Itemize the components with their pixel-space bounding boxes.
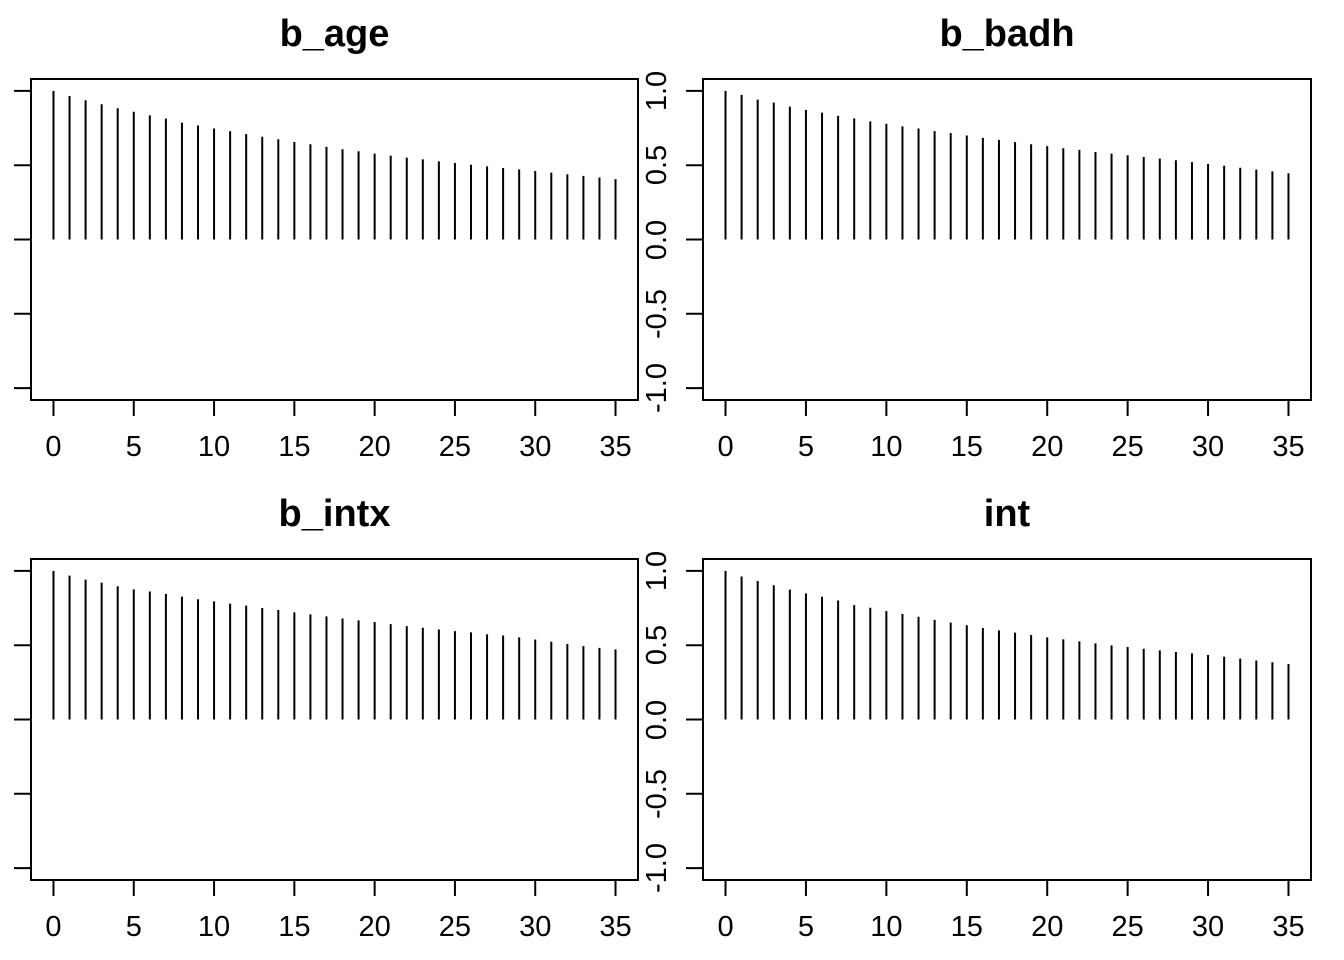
x-tick-label: 10 — [197, 431, 231, 463]
x-tick-label: 25 — [1111, 911, 1144, 943]
x-tick-label: 0 — [717, 431, 734, 463]
y-tick-label: -1.0 — [641, 363, 673, 414]
panel-title-b-intx: b_intx — [278, 493, 391, 535]
x-tick-label: 35 — [1272, 911, 1305, 943]
x-tick-label: 30 — [519, 431, 552, 463]
x-tick-label: 35 — [599, 911, 632, 943]
x-tick-label: 25 — [438, 911, 472, 943]
panel-title-b-age: b_age — [279, 13, 390, 55]
x-tick-label: 15 — [950, 431, 983, 463]
x-tick-label: 5 — [125, 911, 142, 943]
x-tick-label: 30 — [519, 911, 552, 943]
plot-border — [702, 558, 1312, 881]
y-tick-label: -1.0 — [641, 843, 673, 894]
x-tick-label: 5 — [125, 431, 142, 463]
x-tick-label: 10 — [197, 911, 231, 943]
x-tick-label: 25 — [1111, 431, 1144, 463]
panel-title-int: int — [983, 493, 1031, 535]
x-tick-label: 5 — [797, 431, 814, 463]
x-tick-label: 20 — [1031, 431, 1064, 463]
x-tick-label: 5 — [797, 911, 814, 943]
x-tick-label: 20 — [1031, 911, 1064, 943]
x-tick-label: 10 — [870, 911, 903, 943]
x-tick-label: 0 — [45, 911, 62, 943]
x-tick-label: 0 — [45, 431, 62, 463]
x-tick-label: 35 — [599, 431, 632, 463]
panel-title-b-badh: b_badh — [939, 13, 1075, 55]
x-tick-label: 20 — [358, 911, 391, 943]
x-tick-label: 35 — [1272, 431, 1305, 463]
x-tick-label: 15 — [278, 431, 311, 463]
x-tick-label: 15 — [278, 911, 311, 943]
plot-border — [30, 78, 639, 401]
x-tick-label: 0 — [717, 911, 734, 943]
x-tick-label: 15 — [950, 911, 983, 943]
plot-border — [30, 558, 639, 881]
x-tick-label: 30 — [1191, 431, 1225, 463]
x-tick-label: 25 — [438, 431, 472, 463]
x-tick-label: 30 — [1191, 911, 1225, 943]
x-tick-label: 10 — [870, 431, 903, 463]
plot-border — [702, 78, 1312, 401]
x-tick-label: 20 — [358, 431, 391, 463]
